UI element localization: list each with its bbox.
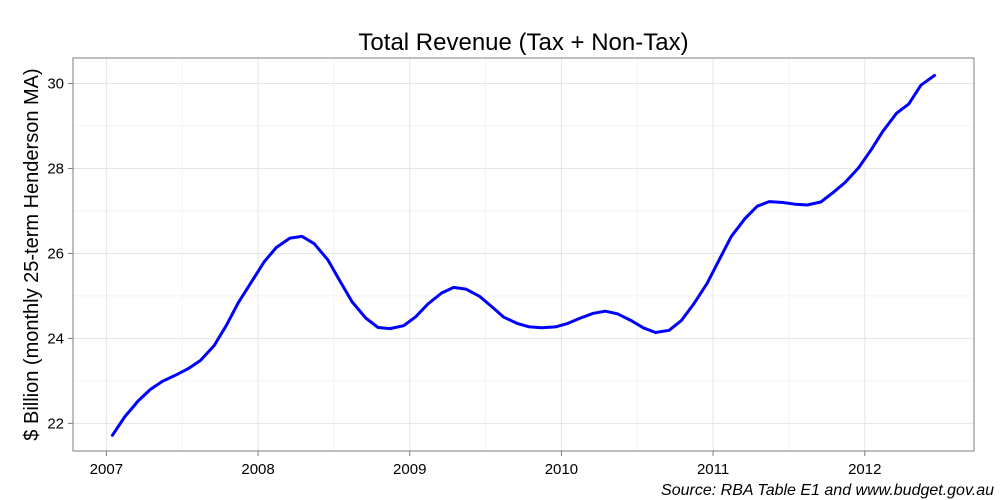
x-tick-label: 2008 [241,461,274,478]
y-axis-label: $ Billion (monthly 25-term Henderson MA) [21,68,43,440]
y-tick-label: 24 [47,330,64,347]
x-tick-label: 2009 [393,461,426,478]
x-tick-label: 2012 [848,461,881,478]
series-line-total-revenue [110,73,937,437]
x-tick-label: 2011 [697,461,729,478]
plot-border [72,57,975,452]
x-tick-label: 2007 [90,461,123,478]
source-caption: Source: RBA Table E1 and www.budget.gov.… [661,482,994,499]
y-tick-label: 22 [47,415,64,432]
grid-layer [73,58,974,451]
y-tick-label: 30 [47,75,64,92]
tick-layer: 2007 2008 2009 2010 2011 2012 22 24 26 28 30 [47,75,881,478]
chart-title: Total Revenue (Tax + Non-Tax) [358,29,688,56]
x-tick-label: 2010 [545,461,578,478]
y-tick-label: 26 [47,245,64,262]
y-tick-label: 28 [47,160,64,177]
